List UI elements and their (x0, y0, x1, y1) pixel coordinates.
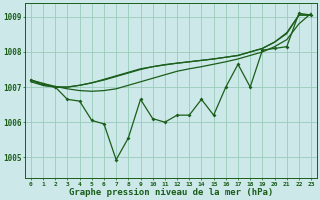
X-axis label: Graphe pression niveau de la mer (hPa): Graphe pression niveau de la mer (hPa) (69, 188, 273, 197)
